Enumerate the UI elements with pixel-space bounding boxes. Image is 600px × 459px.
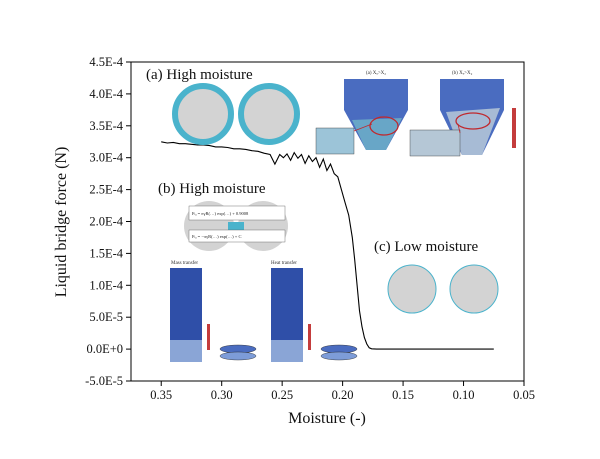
mass-slices-2 [219, 351, 257, 361]
colorbar-hopper [512, 108, 516, 148]
y-tick-label: 1.5E-4 [89, 246, 123, 260]
y-tick-label: -5.0E-5 [85, 374, 123, 388]
y-tick-label: 4.5E-4 [89, 55, 123, 69]
zoom-line-left [353, 123, 373, 132]
x-tick-label: 0.05 [513, 388, 535, 402]
mass-colorbar [207, 324, 210, 350]
particle-c-left [387, 264, 437, 314]
liquid-bridge-diagram: Fₗₐ = πγR(…) exp(…) + 0.9008 Fₗₐ = −πγR(… [184, 201, 288, 251]
zoom-line-right [457, 123, 461, 134]
transfer-insets: Mass transfer Heat transfer [170, 261, 358, 362]
equation-1: Fₗₐ = πγR(…) exp(…) + 0.9008 [192, 211, 249, 216]
bridge-neck [228, 222, 244, 230]
heat-transfer-label: Heat transfer [271, 261, 297, 266]
mass-transfer-bed [170, 340, 202, 362]
heat-slices-2 [320, 351, 358, 361]
y-tick-label: 3.5E-4 [89, 119, 123, 133]
hopper-right-label: (b) Xₓ>X₂ [452, 71, 473, 76]
particle-a-right [238, 83, 300, 145]
particle-c-right [449, 264, 499, 314]
hopper-simulation-inset: (a) Xₓ>X₂ (b) Xₓ>X₂ [315, 71, 516, 157]
hopper-left-label: (a) Xₓ>X₂ [366, 71, 386, 76]
y-tick-label: 4.0E-4 [89, 87, 123, 101]
particle-a-left [172, 83, 234, 145]
equation-box-2 [188, 229, 286, 243]
mass-transfer-label: Mass transfer [171, 261, 198, 266]
y-tick-label: 5.0E-5 [89, 310, 123, 324]
heat-transfer-bed [271, 340, 303, 362]
x-tick-label: 0.15 [392, 388, 414, 402]
heat-colorbar [308, 324, 311, 350]
x-tick-label: 0.20 [332, 388, 354, 402]
annotation-b: (b) High moisture [158, 181, 266, 197]
equation-2: Fₗₐ = −πγR(…) exp(…) + C [192, 234, 241, 239]
y-tick-label: 3.0E-4 [89, 151, 123, 165]
y-tick-label: 2.0E-4 [89, 215, 123, 229]
annotation-c: (c) Low moisture [374, 239, 478, 255]
series-line-liquid-bridge-force [161, 141, 494, 350]
y-tick-label: 0.0E+0 [86, 342, 123, 356]
zoom-image-left [315, 127, 355, 155]
x-tick-label: 0.25 [271, 388, 293, 402]
annotation-a: (a) High moisture [146, 67, 253, 83]
particle-pair-a [172, 83, 300, 145]
x-tick-label: 0.35 [150, 388, 172, 402]
y-axis-label: Liquid bridge force (N) [53, 147, 70, 298]
y-axis-ticks: -5.0E-5 0.0E+0 5.0E-5 1.0E-4 1.5E-4 2.0E-4 2.5… [85, 55, 131, 388]
y-tick-label: 1.0E-4 [89, 278, 123, 292]
x-tick-label: 0.10 [453, 388, 475, 402]
highlight-ellipse-left [369, 116, 399, 136]
y-tick-label: 2.5E-4 [89, 183, 123, 197]
x-tick-label: 0.30 [211, 388, 233, 402]
x-axis-ticks: 0.35 0.30 0.25 0.20 0.15 0.10 0.05 [150, 381, 535, 402]
x-axis-label: Moisture (-) [288, 410, 366, 427]
zoom-image-right [409, 129, 461, 157]
highlight-ellipse-right [455, 112, 491, 130]
particle-pair-c [387, 264, 499, 314]
equation-box-1 [188, 205, 286, 221]
